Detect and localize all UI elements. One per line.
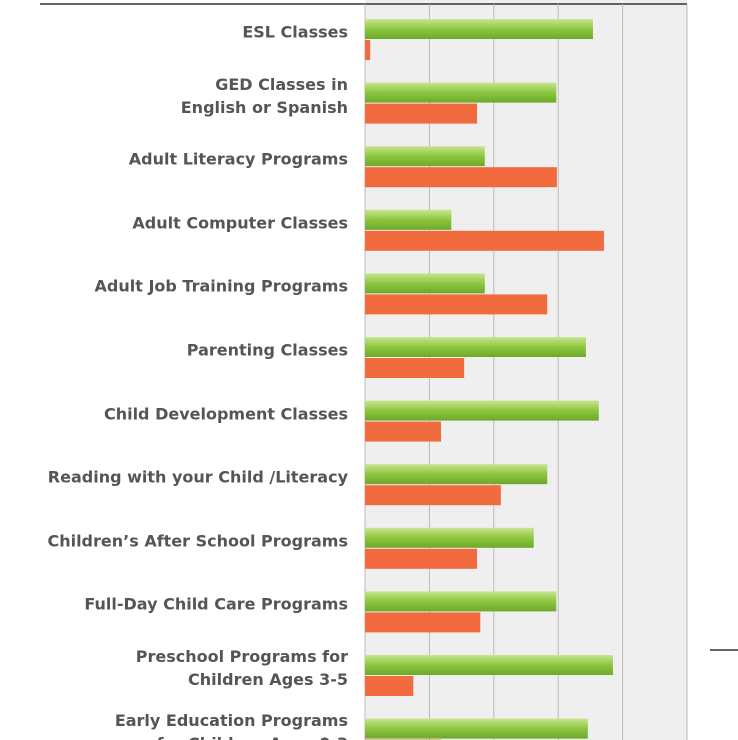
category-label: GED Classes in English or Spanish [180, 74, 348, 117]
bar [365, 527, 534, 548]
category-label: Preschool Programs for Children Ages 3-5 [135, 647, 348, 689]
bar [365, 337, 586, 357]
category-label: Children’s After School Programs [47, 531, 348, 551]
category-label: Reading with your Child /Literacy [47, 467, 348, 487]
category-label: ESL Classes [242, 22, 348, 42]
bar [365, 612, 481, 633]
category-label: Full-Day Child Care Programs [84, 594, 348, 614]
bar [365, 273, 485, 294]
bar [365, 294, 548, 315]
bar [365, 19, 593, 39]
bar [365, 548, 478, 569]
bar [365, 358, 465, 378]
category-label: Child Development Classes [103, 404, 348, 424]
bar [365, 718, 588, 739]
bar [365, 676, 414, 696]
bar [365, 655, 613, 675]
bar [365, 167, 557, 188]
bar [365, 400, 599, 421]
bar [365, 464, 548, 485]
bar [365, 421, 441, 442]
bar [365, 103, 478, 124]
bar [365, 230, 604, 251]
bar [365, 485, 501, 506]
bar [365, 146, 485, 167]
category-label: Adult Computer Classes [132, 213, 348, 233]
bar [365, 40, 371, 60]
bar [365, 82, 557, 103]
bar [365, 591, 557, 612]
category-label: Parenting Classes [186, 340, 348, 360]
category-label: Adult Literacy Programs [128, 149, 348, 169]
category-label: Adult Job Training Programs [94, 276, 348, 296]
category-label: Early Education Programs for Children Ag… [114, 710, 348, 740]
bar [365, 209, 452, 230]
